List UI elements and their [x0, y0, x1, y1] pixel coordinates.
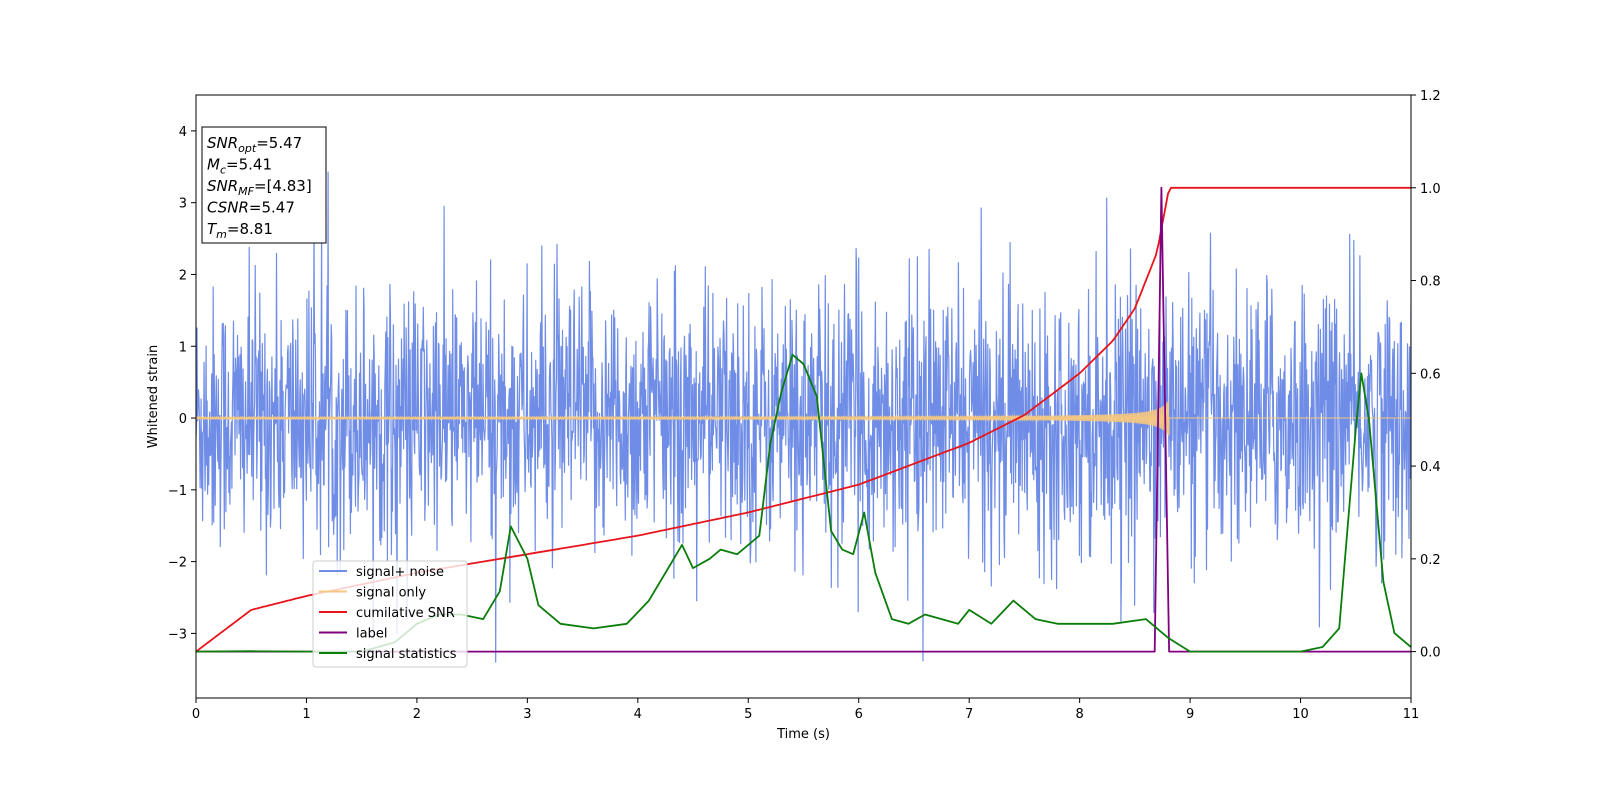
annotation-line: CSNR=5.47 [207, 199, 295, 217]
annotation-frame [201, 126, 327, 244]
x-tick-label: 4 [634, 707, 642, 722]
series-line-signal-only [196, 402, 1411, 435]
ticks-layer: 0 1 2 3 4 5 6 7 8 9 10 11 −3 −2 −1 0 1 2 3 4 0.0 0.2 0.4 0.6 0.8… [168, 89, 1441, 722]
x-tick-label: 0 [192, 707, 200, 722]
x-tick-label: 8 [1075, 707, 1083, 722]
legend-label: label [356, 627, 387, 642]
y-tick-label-right: 0.0 [1420, 646, 1441, 661]
annotation-line: SNRMF=[4.83] [207, 177, 312, 198]
x-tick-label: 1 [302, 707, 310, 722]
y-tick-label-left: −2 [168, 556, 187, 571]
annotation-line: SNRopt=5.47 [207, 134, 302, 155]
series-line-signal-statistics [196, 353, 1411, 653]
y-tick-label-right: 0.2 [1420, 553, 1441, 568]
legend-label: signal statistics [356, 647, 457, 662]
annotation-line: Mc=5.41 [207, 156, 272, 177]
x-tick-label: 10 [1292, 707, 1309, 722]
y-tick-label-right: 0.4 [1420, 460, 1441, 475]
plot-frame [195, 94, 1412, 699]
legend-label: signal+ noise [356, 565, 444, 580]
x-tick-label: 2 [413, 707, 421, 722]
y-tick-label-right: 1.2 [1420, 89, 1441, 104]
x-tick-label: 5 [744, 707, 752, 722]
y-tick-label-left: 4 [179, 125, 187, 140]
y-tick-label-right: 0.8 [1420, 275, 1441, 290]
y-tick-label-left: 3 [179, 197, 187, 212]
y-tick-label-right: 1.0 [1420, 182, 1441, 197]
y-tick-label-left: −3 [168, 627, 187, 642]
series-line-signal-noise [196, 171, 1411, 663]
annotation-line: Tm=8.81 [207, 220, 273, 241]
legend: signal+ noise signal only cumilative SNR la… [312, 560, 468, 668]
x-tick-label: 3 [523, 707, 531, 722]
x-tick-label: 7 [965, 707, 973, 722]
y-tick-label-left: 2 [179, 268, 187, 283]
y-tick-label-right: 0.6 [1420, 367, 1441, 382]
y-tick-label-left: 0 [179, 412, 187, 427]
x-axis-title: Time (s) [776, 727, 830, 742]
y-tick-label-left: 1 [179, 340, 187, 355]
legend-label: signal only [356, 586, 426, 601]
y-axis-title: Whitened strain [146, 345, 161, 448]
x-tick-label: 9 [1186, 707, 1194, 722]
y-tick-label-left: −1 [168, 484, 187, 499]
x-tick-label: 11 [1403, 707, 1420, 722]
legend-frame [312, 560, 468, 668]
legend-label: cumilative SNR [356, 606, 455, 621]
x-tick-label: 6 [855, 707, 863, 722]
